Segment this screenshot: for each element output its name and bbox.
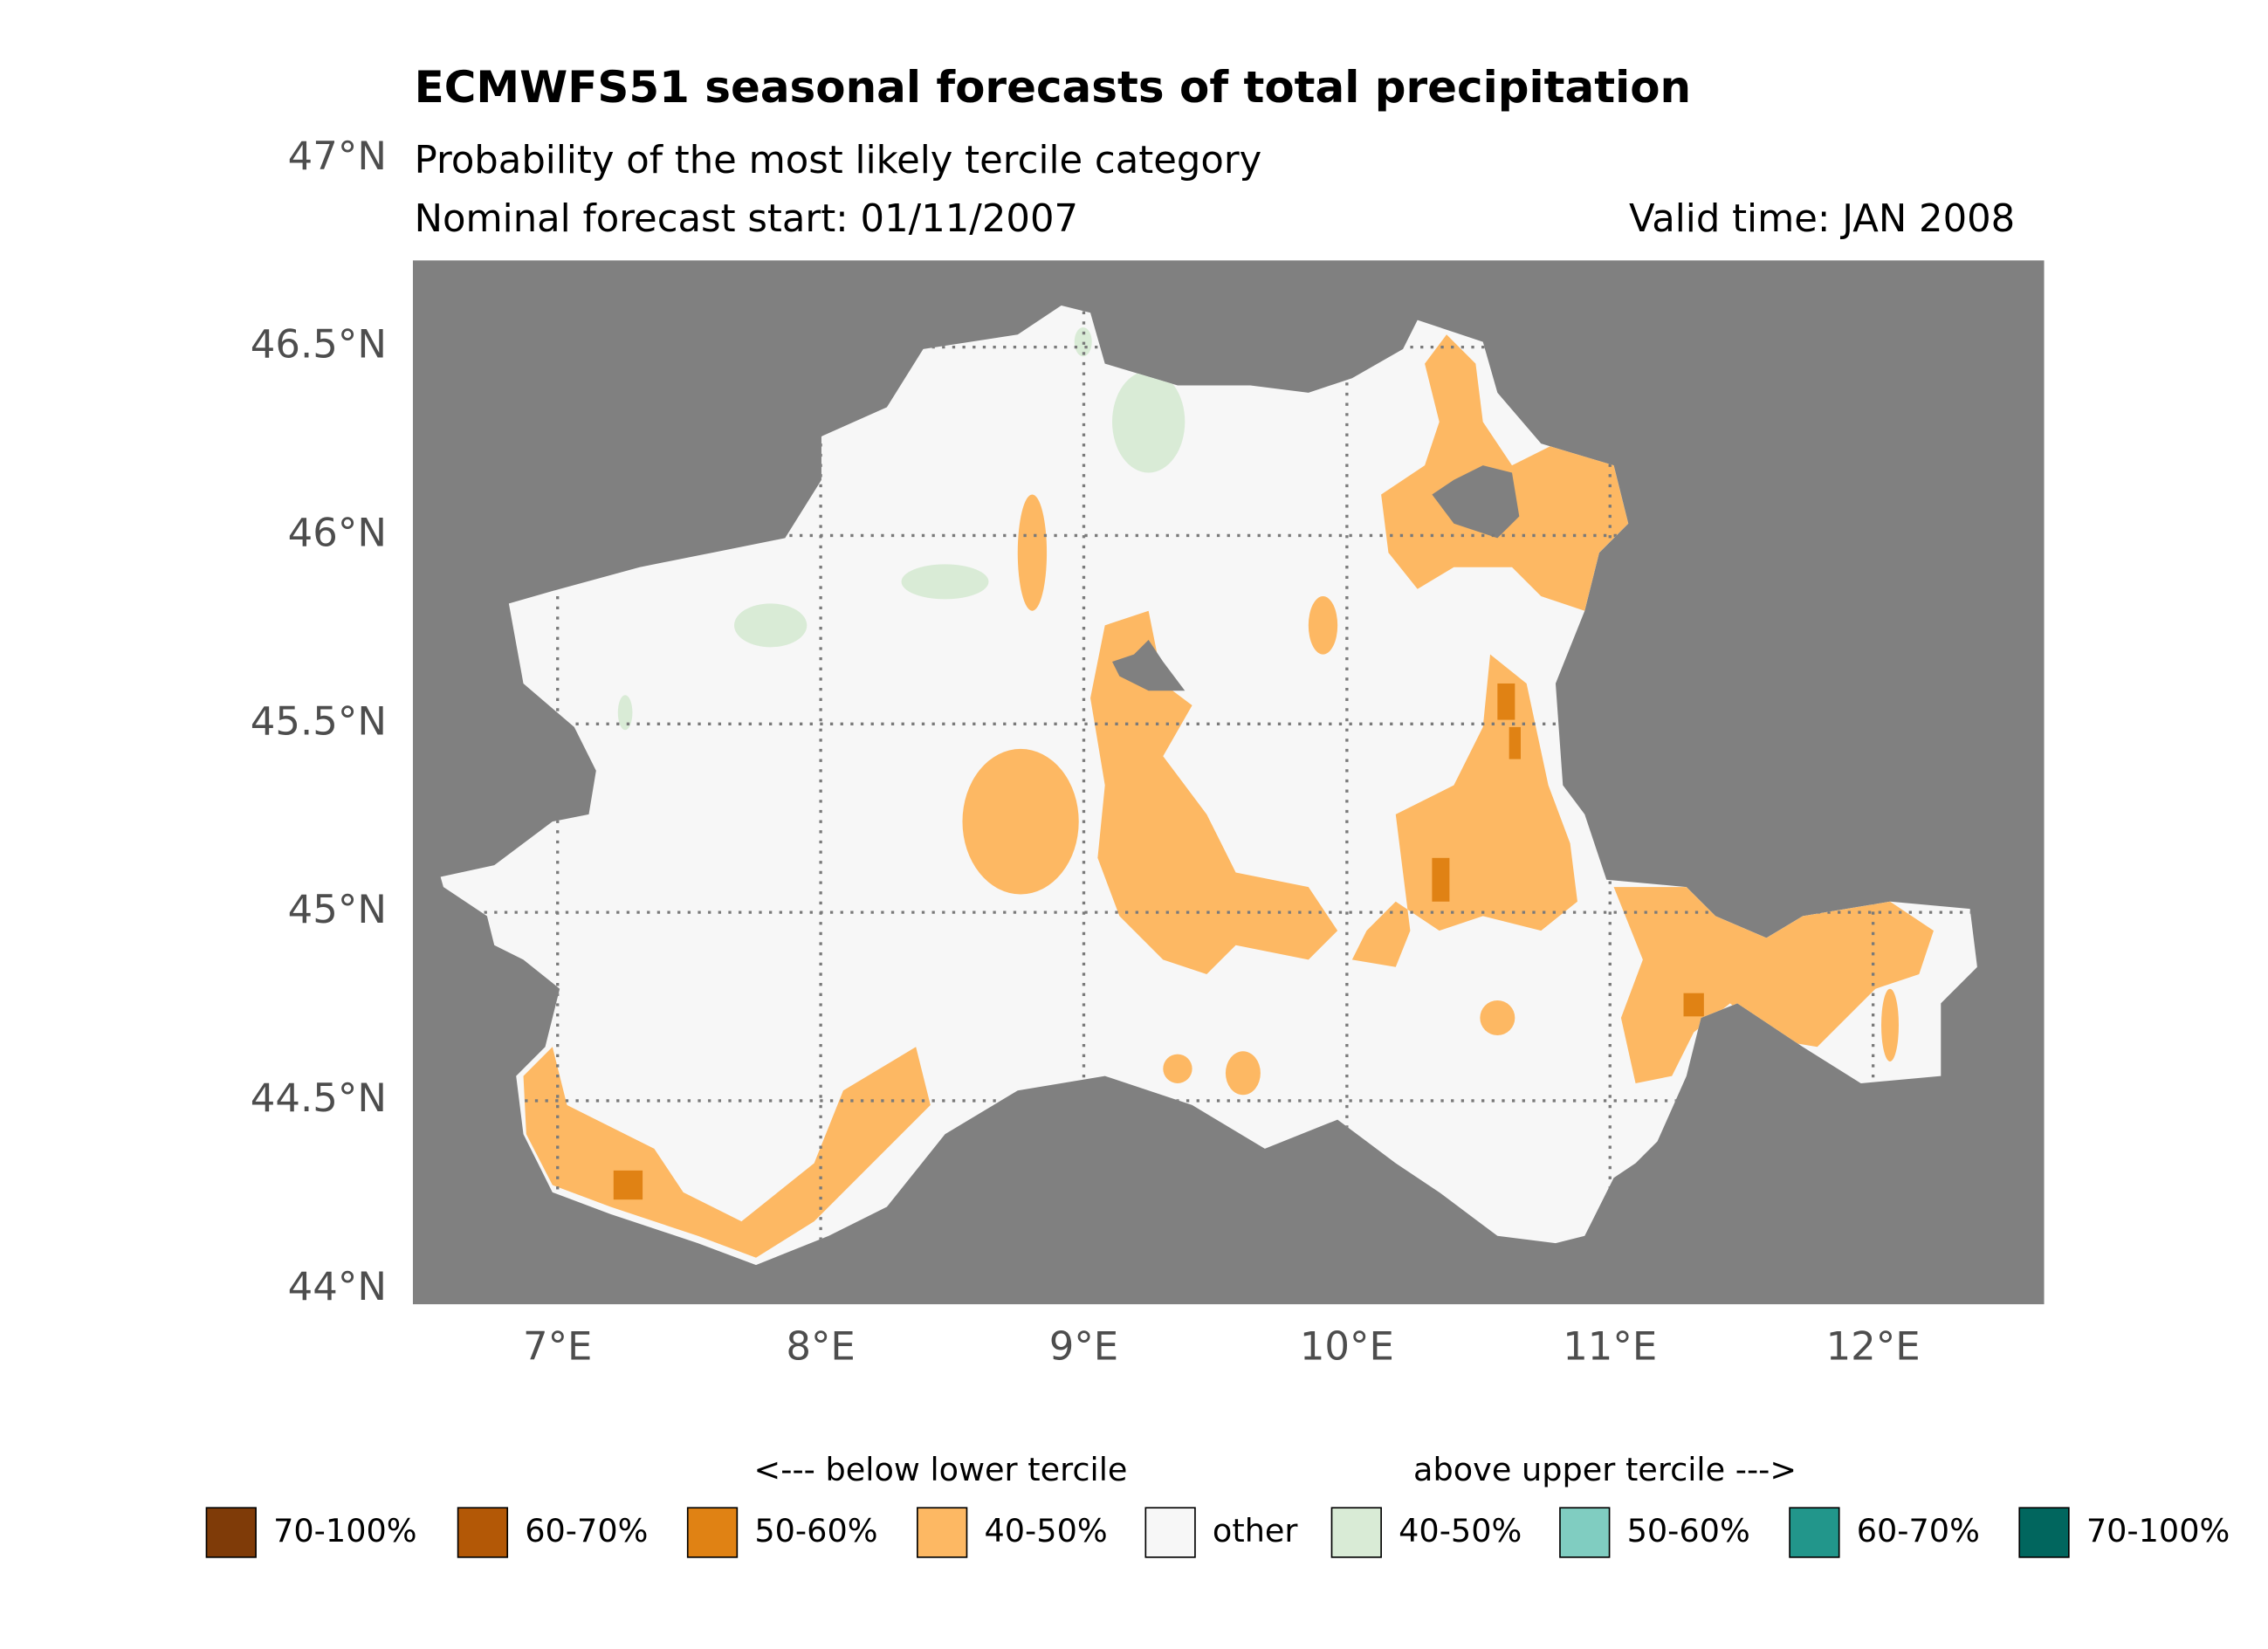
chart-title: ECMWFS51 seasonal forecasts of total pre… xyxy=(415,62,1691,113)
legend-swatch xyxy=(205,1507,257,1558)
legend-swatch xyxy=(1144,1507,1196,1558)
y-tick-label: 45°N xyxy=(288,886,387,932)
legend-label: 50-60% xyxy=(1627,1512,1750,1549)
x-tick-label: 10°E xyxy=(1300,1323,1394,1370)
x-tick-label: 12°E xyxy=(1826,1323,1921,1370)
legend-swatch xyxy=(917,1507,968,1558)
legend-label: 60-70% xyxy=(1857,1512,1980,1549)
legend-label: 50-60% xyxy=(754,1512,877,1549)
legend-below-label: <--- below lower tercile xyxy=(754,1451,1128,1488)
x-tick-label: 7°E xyxy=(523,1323,592,1370)
x-tick-label: 11°E xyxy=(1563,1323,1657,1370)
legend-swatch xyxy=(2018,1507,2070,1558)
y-tick-label: 45.5°N xyxy=(251,697,387,744)
valid-time: Valid time: JAN 2008 xyxy=(1629,197,2015,241)
legend-label: 40-50% xyxy=(984,1512,1107,1549)
lakes xyxy=(1112,465,1520,691)
legend-label: 70-100% xyxy=(273,1512,417,1549)
legend-swatch xyxy=(457,1507,509,1558)
legend-label: 60-70% xyxy=(525,1512,648,1549)
legend-label: 40-50% xyxy=(1399,1512,1522,1549)
forecast-start: Nominal forecast start: 01/11/2007 xyxy=(415,197,1078,241)
subtitle: Probability of the most likely tercile c… xyxy=(415,139,1262,182)
legend-swatch xyxy=(686,1507,739,1558)
y-tick-label: 47°N xyxy=(288,133,387,179)
x-tick-label: 9°E xyxy=(1049,1323,1118,1370)
legend-label: other xyxy=(1213,1512,1299,1549)
legend-swatch xyxy=(1789,1507,1840,1558)
orange-areas xyxy=(523,334,1934,1258)
legend-swatch xyxy=(1330,1507,1382,1558)
dark-orange-areas xyxy=(613,683,1704,1200)
y-tick-label: 44.5°N xyxy=(251,1075,387,1121)
x-tick-label: 8°E xyxy=(786,1323,855,1370)
y-tick-label: 46°N xyxy=(288,509,387,555)
y-tick-label: 46.5°N xyxy=(251,321,387,368)
legend-swatch xyxy=(1559,1507,1611,1558)
legend-above-label: above upper tercile ---> xyxy=(1413,1451,1797,1488)
legend-label: 70-100% xyxy=(2086,1512,2230,1549)
y-tick-label: 44°N xyxy=(288,1263,387,1309)
